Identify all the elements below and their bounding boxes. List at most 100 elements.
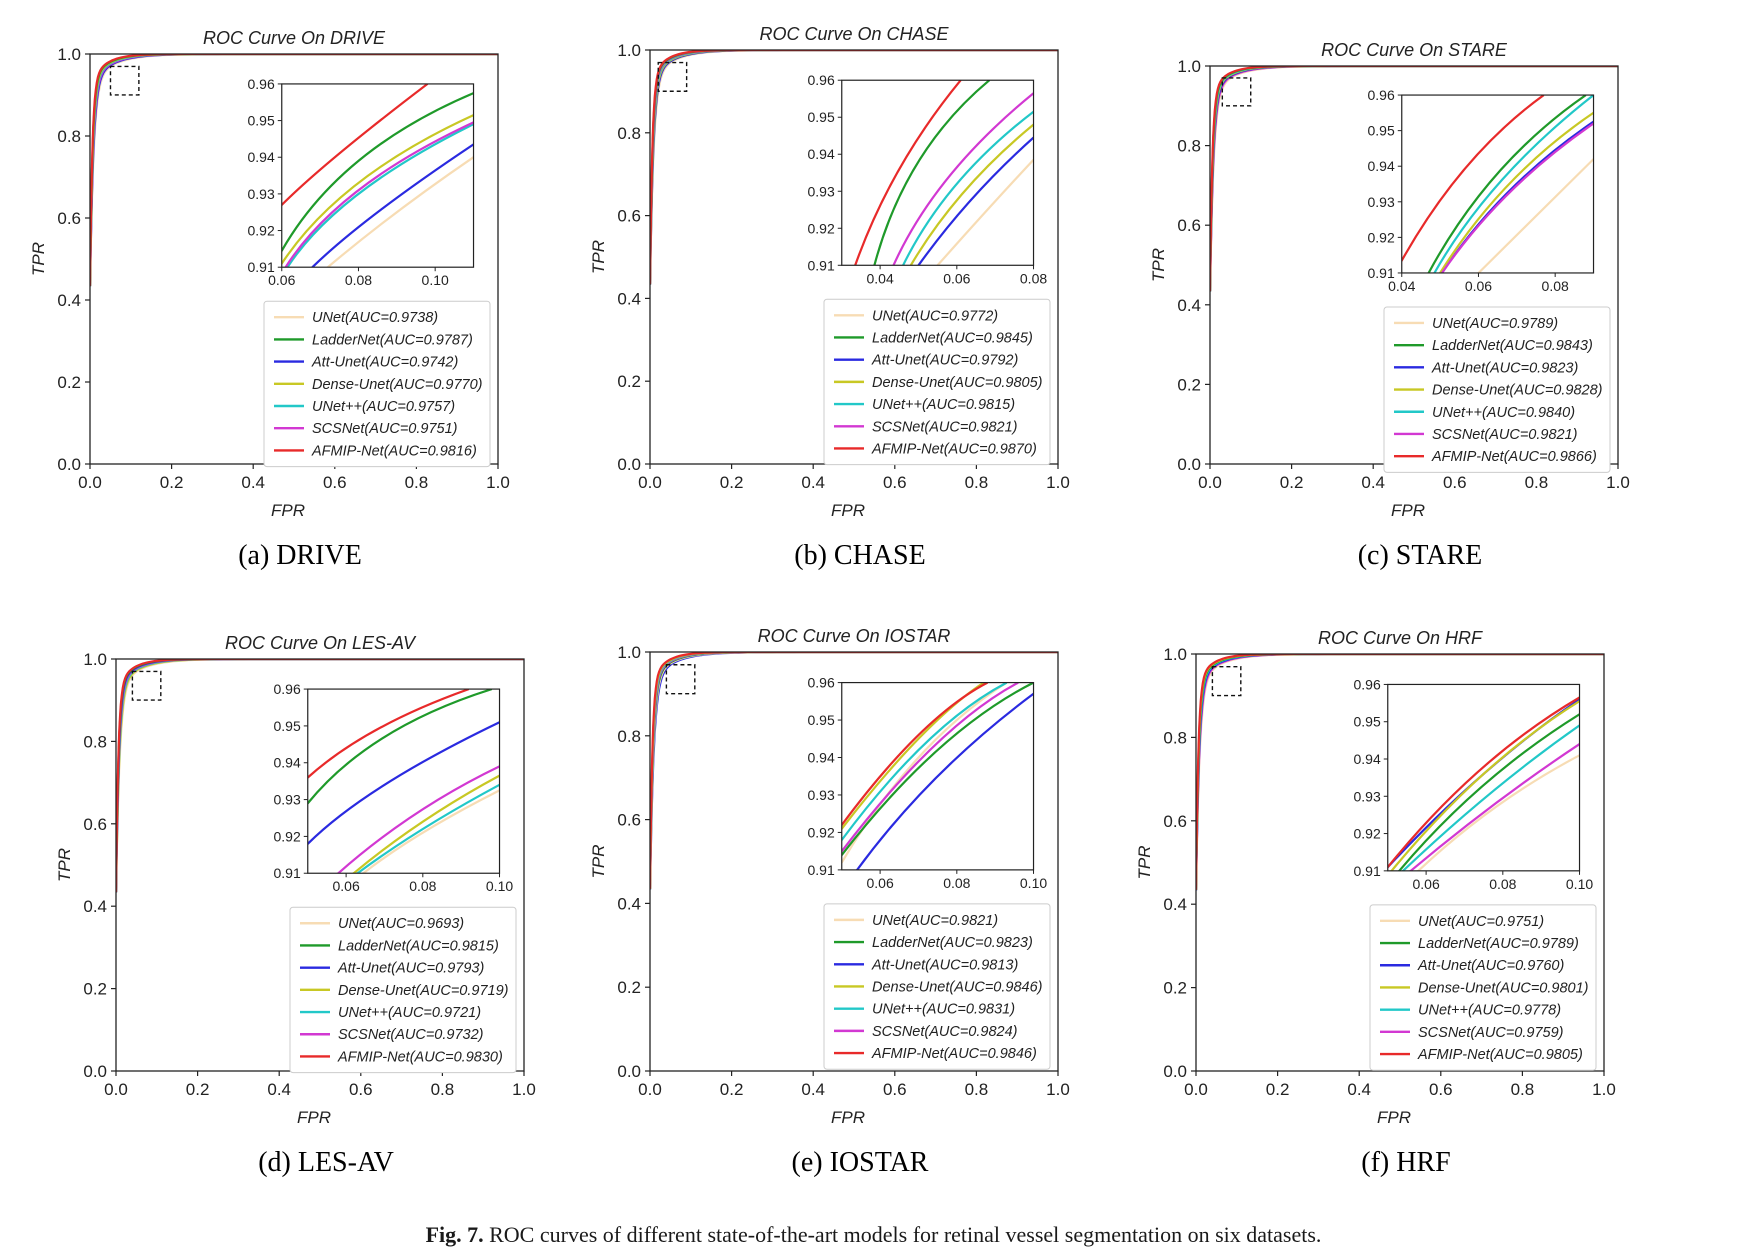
plot-frame [649, 651, 1059, 1072]
x-tick-label: 0.6 [1443, 473, 1467, 492]
legend-label-scsnet: SCSNet(AUC=0.9751) [312, 421, 457, 437]
inset-curve-afmip-net [1401, 95, 1545, 263]
y-tick-label: 0.0 [57, 455, 81, 474]
x-tick-label: 0.6 [883, 473, 907, 492]
inset-y-tick-label: 0.95 [1368, 123, 1395, 139]
inset-curve-scsnet [1408, 743, 1580, 871]
x-tick-label: 0.2 [1266, 1080, 1290, 1099]
y-axis-label: TPR [1149, 248, 1168, 282]
inset-y-tick-label: 0.96 [1368, 87, 1395, 103]
y-tick-label: 0.2 [83, 980, 107, 999]
inset-y-tick-label: 0.96 [248, 76, 275, 92]
y-tick-label: 0.2 [617, 978, 641, 997]
inset-y-tick-label: 0.95 [1354, 714, 1381, 730]
inset-y-tick-label: 0.95 [808, 712, 835, 728]
inset-y-tick-label: 0.95 [808, 109, 835, 125]
inset-y-tick-label: 0.94 [248, 149, 275, 165]
legend-label-unet: UNet(AUC=0.9821) [872, 913, 998, 929]
legend-label-unetplusplus: UNet++(AUC=0.9778) [1418, 1003, 1561, 1019]
inset-y-tick-label: 0.91 [1368, 265, 1395, 281]
legend-label-unet: UNet(AUC=0.9789) [1432, 316, 1558, 332]
legend-label-scsnet: SCSNet(AUC=0.9759) [1418, 1025, 1563, 1041]
x-axis-label: FPR [831, 1108, 865, 1127]
inset-x-tick-label: 0.06 [866, 875, 893, 891]
inset-curve-afmip-net [841, 682, 989, 827]
x-axis-label: FPR [1391, 501, 1425, 520]
inset-bg [841, 80, 1034, 266]
chart-title: ROC Curve On HRF [1318, 628, 1483, 648]
x-tick-label: 0.8 [405, 473, 429, 492]
legend-box [823, 903, 1051, 1070]
inset-y-tick-label: 0.93 [808, 183, 835, 199]
legend-label-afmip-net: AFMIP-Net(AUC=0.9870) [871, 441, 1037, 457]
inset-y-tick-label: 0.93 [274, 792, 301, 808]
legend-label-unetplusplus: UNet++(AUC=0.9721) [338, 1005, 481, 1021]
inset-x-tick-label: 0.06 [1465, 278, 1492, 294]
chart-drive: ROC Curve On DRIVE 0.00.0 0.2 0.2 0.4 0.4 0.6 0… [29, 28, 510, 520]
x-tick-label: 0.4 [241, 473, 265, 492]
inset-curve-afmip-net [853, 80, 962, 266]
inset-curve-laddernet [1427, 95, 1587, 273]
legend-label-laddernet: LadderNet(AUC=0.9789) [1418, 936, 1579, 952]
chart-title: ROC Curve On CHASE [759, 24, 949, 44]
y-tick-label: 0.2 [57, 373, 81, 392]
y-tick-label: 0.0 [617, 1062, 641, 1081]
inset-frame [281, 83, 475, 268]
inset-y-tick-label: 0.93 [248, 186, 275, 202]
subcaption-iostar: (e) IOSTAR [791, 1147, 929, 1178]
inset-y-tick-label: 0.91 [808, 862, 835, 878]
legend-label-dense-unet: Dense-Unet(AUC=0.9846) [872, 979, 1042, 995]
inset-x-tick-label: 0.06 [943, 270, 970, 286]
y-axis-label: TPR [589, 240, 608, 274]
inset-curve-scsnet [892, 92, 1034, 266]
legend-label-unet: UNet(AUC=0.9738) [312, 310, 438, 326]
legend-label-laddernet: LadderNet(AUC=0.9843) [1432, 338, 1593, 354]
y-tick-label: 0.6 [57, 209, 81, 228]
legend-label-unetplusplus: UNet++(AUC=0.9815) [872, 397, 1015, 413]
chart-title: ROC Curve On IOSTAR [758, 626, 951, 646]
inset-y-tick-label: 0.95 [274, 718, 301, 734]
inset-curve-unetplusplus [355, 783, 500, 874]
inset-frame [1401, 94, 1595, 274]
inset-x-tick-label: 0.06 [268, 272, 295, 288]
x-tick-label: 0.2 [720, 1080, 744, 1099]
inset-curve-scsnet [841, 682, 1019, 853]
y-axis-label: TPR [55, 848, 74, 882]
panel-stare: ROC Curve On STARE 0.0 0.0 0.2 0.2 0.4 0.4 0.6 0… [1140, 32, 1700, 652]
chart-title: ROC Curve On DRIVE [203, 28, 386, 48]
inset-y-tick-label: 0.94 [1354, 751, 1381, 767]
legend-label-laddernet: LadderNet(AUC=0.9815) [338, 938, 499, 954]
inset-curve-laddernet [307, 689, 493, 805]
legend-label-scsnet: SCSNet(AUC=0.9821) [872, 419, 1017, 435]
caption-label: Fig. 7. [425, 1222, 484, 1247]
inset-x-tick-label: 0.08 [409, 878, 436, 894]
legend-label-scsnet: SCSNet(AUC=0.9732) [338, 1027, 483, 1043]
y-tick-label: 0.8 [83, 732, 107, 751]
subcaption-stare: (c) STARE [1357, 540, 1483, 571]
legend-box [1383, 306, 1611, 473]
inset-y-tick-label: 0.93 [808, 787, 835, 803]
inset-curve-unetplusplus [285, 123, 474, 268]
panel-drive: ROC Curve On DRIVE 0.0 0.0 0.2 0.2 0.4 0.4 0.6 0… [20, 20, 580, 640]
inset-y-tick-label: 0.93 [1368, 194, 1395, 210]
legend-label-afmip-net: AFMIP-Net(AUC=0.9866) [1431, 449, 1597, 465]
inset-y-tick-label: 0.95 [248, 113, 275, 129]
x-tick-label: 1.0 [1046, 473, 1070, 492]
inset-y-tick-label: 0.93 [1354, 788, 1381, 804]
y-tick-label: 0.8 [57, 127, 81, 146]
legend-label-unet: UNet(AUC=0.9772) [872, 308, 998, 324]
panel-iostar: ROC Curve On IOSTAR 0.0 0.0 0.2 0.2 0.4 0.4 0.6… [580, 618, 1140, 1238]
zoom-box [665, 664, 696, 695]
legend-label-att-unet: Att-Unet(AUC=0.9760) [1417, 958, 1564, 974]
inset-curve-unet [936, 159, 1034, 266]
y-tick-label: 0.6 [83, 815, 107, 834]
legend-label-unetplusplus: UNet++(AUC=0.9757) [312, 399, 455, 415]
inset-y-tick-label: 0.92 [1354, 826, 1381, 842]
x-tick-label: 0.0 [1184, 1080, 1208, 1099]
inset-bg [307, 689, 500, 874]
inset-y-tick-label: 0.92 [274, 828, 301, 844]
inset-x-tick-label: 0.06 [332, 878, 359, 894]
y-tick-label: 1.0 [617, 41, 641, 60]
panel-les-av: ROC Curve On LES-AV 0.0 0.0 0.2 0.2 0.4 0.4 0.6… [46, 625, 606, 1245]
y-axis-label: TPR [29, 242, 48, 276]
